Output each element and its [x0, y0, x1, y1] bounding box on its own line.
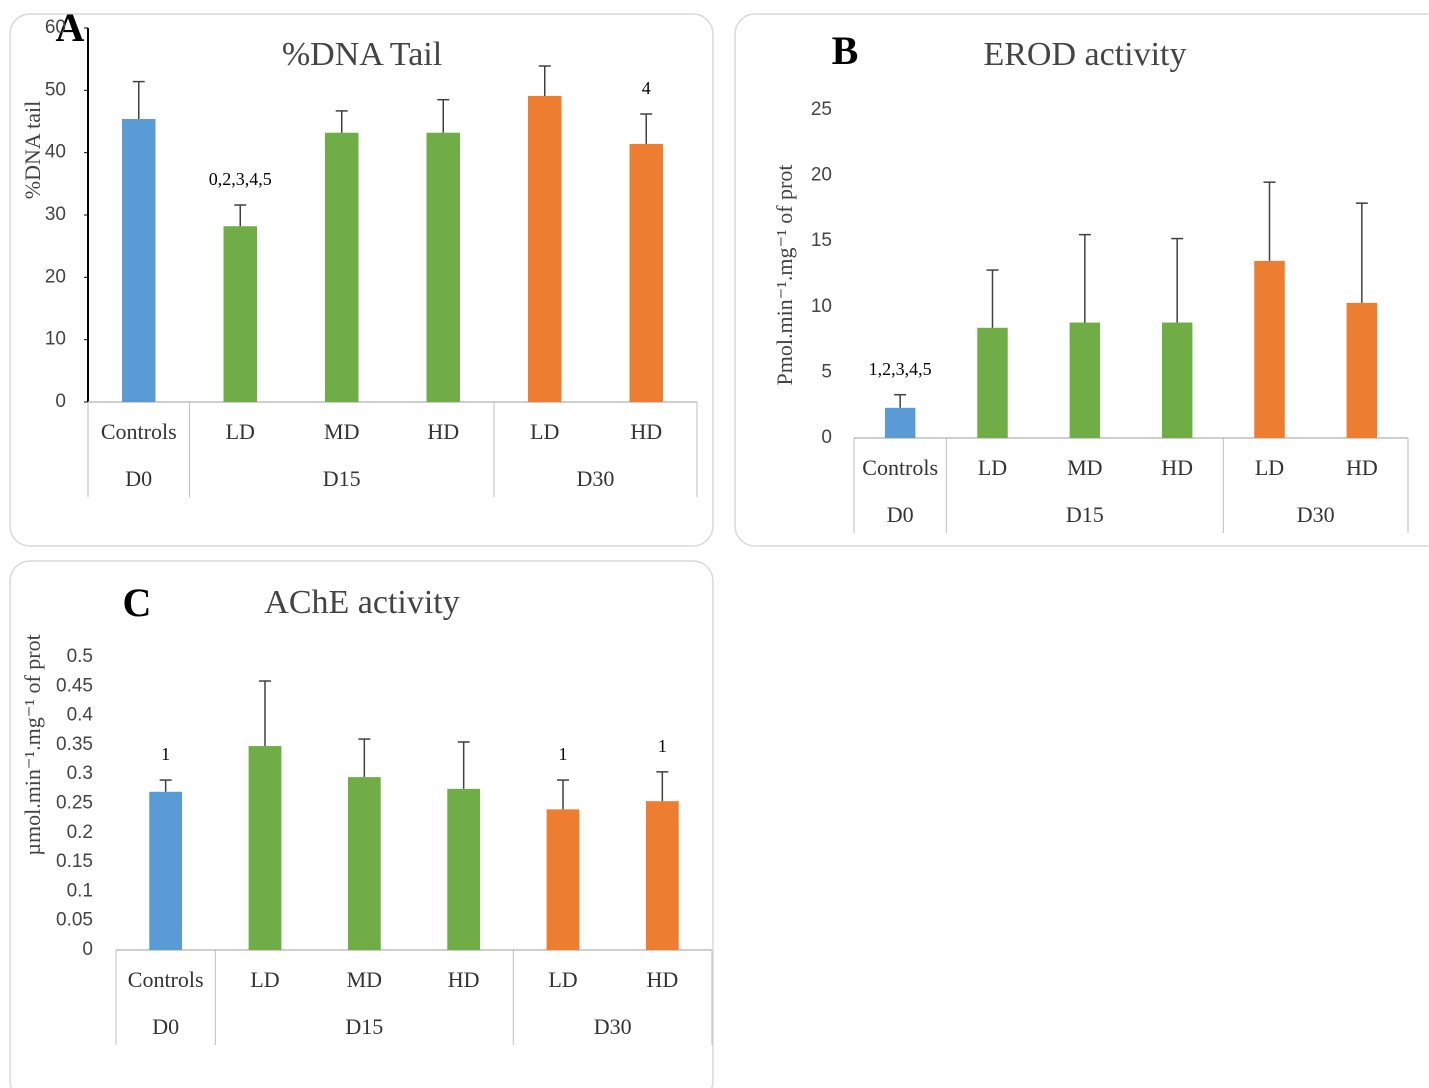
y-tick-label: 10	[811, 296, 832, 317]
bar	[426, 132, 460, 402]
y-tick-label: 10	[45, 329, 66, 350]
x-tick-label: LD	[250, 967, 279, 992]
group-label: D15	[345, 1014, 383, 1039]
x-tick-label: HD	[1161, 455, 1193, 480]
bar	[347, 777, 381, 950]
bar	[546, 809, 580, 950]
chart-title: AChE activity	[264, 584, 459, 621]
y-tick-label: 0	[821, 427, 832, 448]
y-tick-label: 0.5	[67, 646, 93, 667]
bar	[1346, 302, 1378, 438]
x-tick-label: HD	[448, 967, 480, 992]
y-axis-label: %DNA tail	[20, 101, 45, 199]
bar	[884, 407, 916, 438]
y-axis-label: µmol.min⁻¹.mg⁻¹ of prot	[20, 634, 45, 855]
bar	[325, 132, 359, 402]
y-tick-label: 0.15	[56, 851, 93, 872]
x-tick-label: LD	[226, 419, 255, 444]
y-tick-label: 0.05	[56, 910, 93, 931]
x-tick-label: MD	[324, 419, 359, 444]
annotation: 1,2,3,4,5	[869, 359, 932, 379]
y-tick-label: 0.3	[67, 763, 93, 784]
group-label: D15	[1066, 502, 1104, 527]
x-tick-label: LD	[530, 419, 559, 444]
x-tick-label: LD	[1255, 455, 1284, 480]
y-tick-label: 25	[811, 99, 832, 120]
bar	[122, 119, 156, 403]
bar	[223, 226, 257, 402]
x-tick-label: HD	[630, 419, 662, 444]
x-tick-label: Controls	[862, 455, 938, 480]
panel-label: C	[123, 580, 152, 625]
y-tick-label: 30	[45, 204, 66, 225]
x-tick-label: MD	[347, 967, 382, 992]
chart-title: EROD activity	[983, 36, 1186, 73]
y-tick-label: 40	[45, 142, 66, 163]
bar	[447, 788, 481, 950]
bar	[149, 791, 183, 950]
x-tick-label: HD	[1346, 455, 1378, 480]
y-tick-label: 15	[811, 230, 832, 251]
annotation: 1	[161, 744, 170, 764]
bar	[528, 95, 562, 403]
x-tick-label: LD	[548, 967, 577, 992]
y-tick-label: 0	[55, 391, 66, 412]
x-tick-label: LD	[978, 455, 1007, 480]
bar	[1161, 322, 1193, 438]
group-label: D30	[1297, 502, 1335, 527]
panel-label: A	[56, 5, 85, 50]
y-tick-label: 50	[45, 79, 66, 100]
chart-title: %DNA Tail	[282, 36, 442, 73]
y-axis-label: Pmol.min⁻¹.mg⁻¹ of prot	[772, 165, 797, 386]
x-tick-label: HD	[646, 967, 678, 992]
bar	[248, 746, 282, 950]
y-tick-label: 0.2	[67, 822, 93, 843]
group-label: D30	[577, 466, 615, 491]
x-tick-label: Controls	[101, 419, 177, 444]
y-tick-label: 20	[811, 165, 832, 186]
group-label: D30	[594, 1014, 632, 1039]
y-tick-label: 5	[821, 361, 832, 382]
panel-label: B	[832, 28, 859, 73]
y-tick-label: 0.4	[67, 705, 94, 726]
bar	[1069, 322, 1101, 438]
y-tick-label: 0.35	[56, 734, 93, 755]
y-tick-label: 20	[45, 266, 66, 287]
annotation: 1	[559, 744, 568, 764]
y-tick-label: 60	[45, 17, 66, 38]
x-tick-label: HD	[427, 419, 459, 444]
bar	[1254, 260, 1285, 438]
y-tick-label: 0	[82, 939, 93, 960]
group-label: D0	[125, 466, 152, 491]
annotation: 0,2,3,4,5	[209, 169, 272, 189]
x-tick-label: MD	[1067, 455, 1102, 480]
group-label: D0	[152, 1014, 179, 1039]
annotation: 1	[658, 736, 667, 756]
y-tick-label: 0.25	[56, 793, 93, 814]
bar	[645, 801, 679, 950]
y-tick-label: 0.1	[67, 880, 93, 901]
x-tick-label: Controls	[128, 967, 204, 992]
group-label: D15	[323, 466, 361, 491]
bar	[977, 327, 1008, 438]
annotation: 4	[642, 78, 651, 98]
y-tick-label: 0.45	[56, 675, 93, 696]
bar	[629, 143, 663, 402]
group-label: D0	[887, 502, 914, 527]
